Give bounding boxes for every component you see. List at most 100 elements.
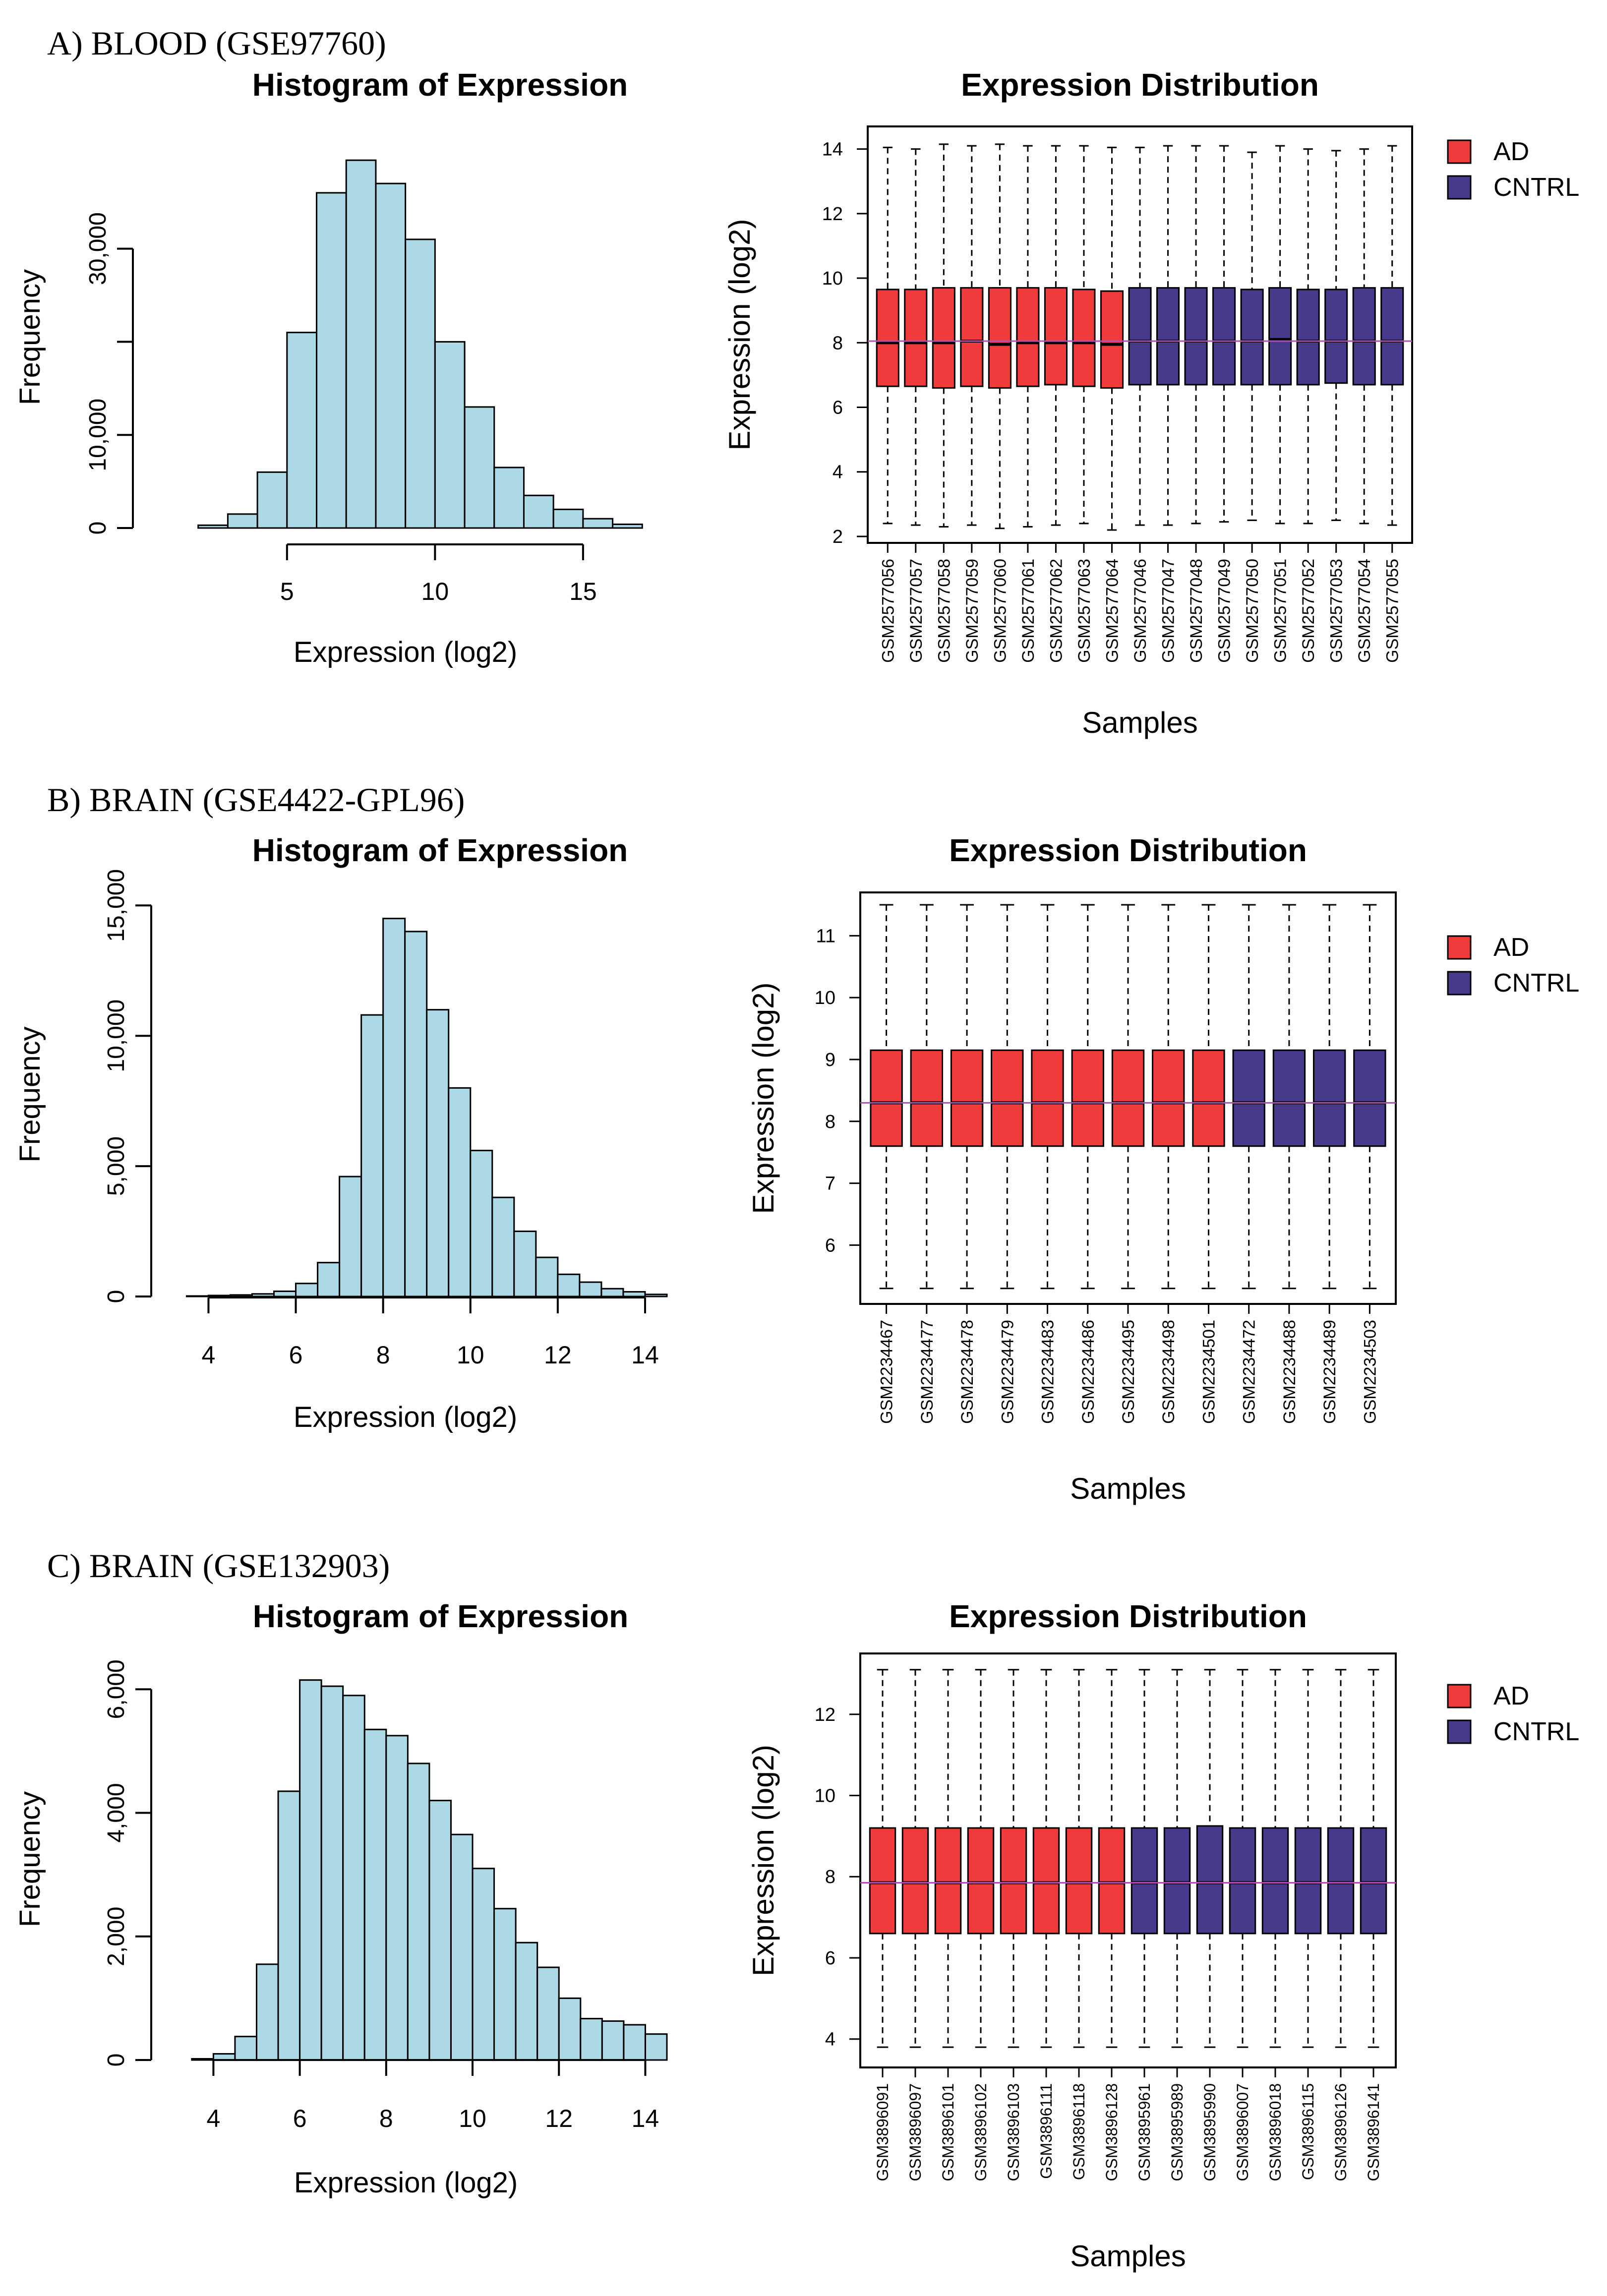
iqr-box bbox=[967, 1827, 995, 1935]
sample-label: GSM2234477 bbox=[918, 1320, 937, 1424]
sample-box bbox=[876, 146, 899, 525]
iqr-box bbox=[1352, 287, 1376, 386]
y-axis-label: Frequency bbox=[14, 269, 46, 405]
y-tick-label: 11 bbox=[816, 926, 835, 946]
y-tick-label: 10,000 bbox=[85, 399, 111, 471]
sample-label: GSM3896128 bbox=[1103, 2083, 1121, 2181]
iqr-box bbox=[901, 1827, 929, 1935]
x-tick-label: 15 bbox=[569, 578, 597, 605]
chart-title: Histogram of Expression bbox=[253, 1598, 629, 1634]
y-tick-label: 8 bbox=[833, 333, 843, 353]
sample-label: GSM2234478 bbox=[958, 1320, 977, 1424]
iqr-box bbox=[1000, 1827, 1027, 1935]
histogram-bar bbox=[644, 2033, 668, 2061]
sample-box bbox=[934, 1669, 962, 2048]
iqr-box bbox=[1232, 1049, 1265, 1147]
chart-title: Expression Distribution bbox=[949, 832, 1307, 868]
x-tick-label: 8 bbox=[379, 2105, 393, 2132]
sample-box bbox=[1098, 1669, 1126, 2048]
histogram-bar bbox=[385, 1735, 409, 2061]
histogram-bar bbox=[339, 1176, 362, 1297]
sample-label: GSM2577062 bbox=[1047, 559, 1066, 663]
x-tick-label: 6 bbox=[289, 1341, 303, 1369]
chart-title: Histogram of Expression bbox=[252, 832, 628, 868]
legend-label: CNTRL bbox=[1493, 173, 1579, 202]
sample-box bbox=[904, 148, 928, 526]
x-tick-label: 8 bbox=[376, 1341, 390, 1369]
sample-box bbox=[1261, 1669, 1289, 2048]
y-tick-label: 9 bbox=[825, 1050, 835, 1070]
x-axis-label: Samples bbox=[1070, 1472, 1186, 1505]
sample-label: GSM3896102 bbox=[972, 2083, 990, 2181]
sample-box bbox=[1212, 145, 1236, 523]
sample-label: GSM2577052 bbox=[1299, 559, 1318, 663]
sample-label: GSM2577058 bbox=[935, 559, 953, 663]
sample-label: GSM2577056 bbox=[879, 559, 897, 663]
sample-label: GSM2577047 bbox=[1159, 559, 1178, 663]
sample-box bbox=[1156, 145, 1180, 526]
iqr-box bbox=[1100, 290, 1124, 389]
histogram-bar bbox=[407, 1763, 430, 2061]
sample-box bbox=[1268, 145, 1292, 525]
y-tick-label: 7 bbox=[825, 1174, 835, 1194]
sample-label: GSM3896018 bbox=[1266, 2083, 1284, 2181]
histogram-bar bbox=[448, 1087, 472, 1297]
legend-swatch bbox=[1447, 1719, 1472, 1744]
y-tick-label: 15,000 bbox=[103, 869, 129, 942]
boxes bbox=[876, 143, 1404, 531]
sample-label: GSM2577053 bbox=[1327, 559, 1346, 663]
sample-box bbox=[869, 1669, 896, 2048]
sample-box bbox=[1111, 904, 1145, 1290]
legend-label: AD bbox=[1493, 1682, 1529, 1710]
y-tick-label: 4 bbox=[825, 2029, 835, 2050]
iqr-box bbox=[934, 1827, 962, 1935]
sample-box bbox=[1324, 150, 1348, 521]
iqr-box bbox=[1268, 287, 1292, 386]
sample-box bbox=[1353, 904, 1386, 1290]
histogram-bar bbox=[317, 1262, 341, 1297]
bars bbox=[191, 1679, 668, 2061]
sample-label: GSM2234501 bbox=[1199, 1320, 1218, 1424]
sample-box bbox=[1163, 1669, 1191, 2048]
iqr-box bbox=[1324, 289, 1348, 384]
histogram-bar bbox=[404, 931, 428, 1297]
iqr-box bbox=[870, 1049, 903, 1147]
panel-3: C) BRAIN (GSE132903) bbox=[47, 1547, 390, 1585]
iqr-box bbox=[1296, 289, 1320, 386]
sample-box bbox=[1294, 1669, 1322, 2048]
sample-box bbox=[1232, 904, 1265, 1290]
y-tick-label: 6 bbox=[825, 1948, 835, 1969]
sample-box bbox=[1152, 904, 1185, 1290]
iqr-box bbox=[1031, 1049, 1064, 1147]
sample-box bbox=[1296, 148, 1320, 525]
y-tick-label: 2,000 bbox=[103, 1907, 129, 1966]
y-tick-label: 0 bbox=[85, 522, 111, 535]
histogram-bar bbox=[434, 341, 466, 529]
histogram-bar bbox=[622, 1291, 646, 1297]
sample-label: GSM2577055 bbox=[1383, 559, 1402, 663]
sample-box bbox=[1327, 1669, 1355, 2048]
sample-label: GSM3896091 bbox=[874, 2083, 892, 2181]
iqr-box bbox=[1294, 1827, 1322, 1935]
histogram-bar bbox=[450, 1833, 474, 2061]
histogram-bar bbox=[197, 524, 229, 529]
sample-label: GSM3895989 bbox=[1168, 2083, 1186, 2181]
boxplot-3: Expression Distribution 4 6 8 10 12 GSM3896091… bbox=[747, 1598, 1579, 2273]
y-tick-label: 5,000 bbox=[103, 1136, 129, 1196]
histogram-bar bbox=[536, 1966, 560, 2061]
iqr-box bbox=[1272, 1049, 1306, 1147]
panel-label: C) BRAIN (GSE132903) bbox=[47, 1547, 390, 1585]
sample-box bbox=[988, 143, 1012, 530]
sample-box bbox=[910, 904, 944, 1290]
histogram-bar bbox=[644, 1294, 668, 1297]
bars bbox=[197, 159, 643, 529]
iqr-box bbox=[1312, 1049, 1346, 1147]
histogram-bar bbox=[299, 1679, 322, 2061]
y-tick-label: 6,000 bbox=[103, 1659, 129, 1719]
legend-label: CNTRL bbox=[1493, 969, 1579, 998]
y-axis-label: Expression (log2) bbox=[747, 1745, 780, 1976]
iqr-box bbox=[1111, 1049, 1145, 1147]
sample-box bbox=[967, 1669, 995, 2048]
histogram-bar bbox=[579, 1281, 602, 1297]
y-tick-label: 6 bbox=[833, 398, 843, 418]
